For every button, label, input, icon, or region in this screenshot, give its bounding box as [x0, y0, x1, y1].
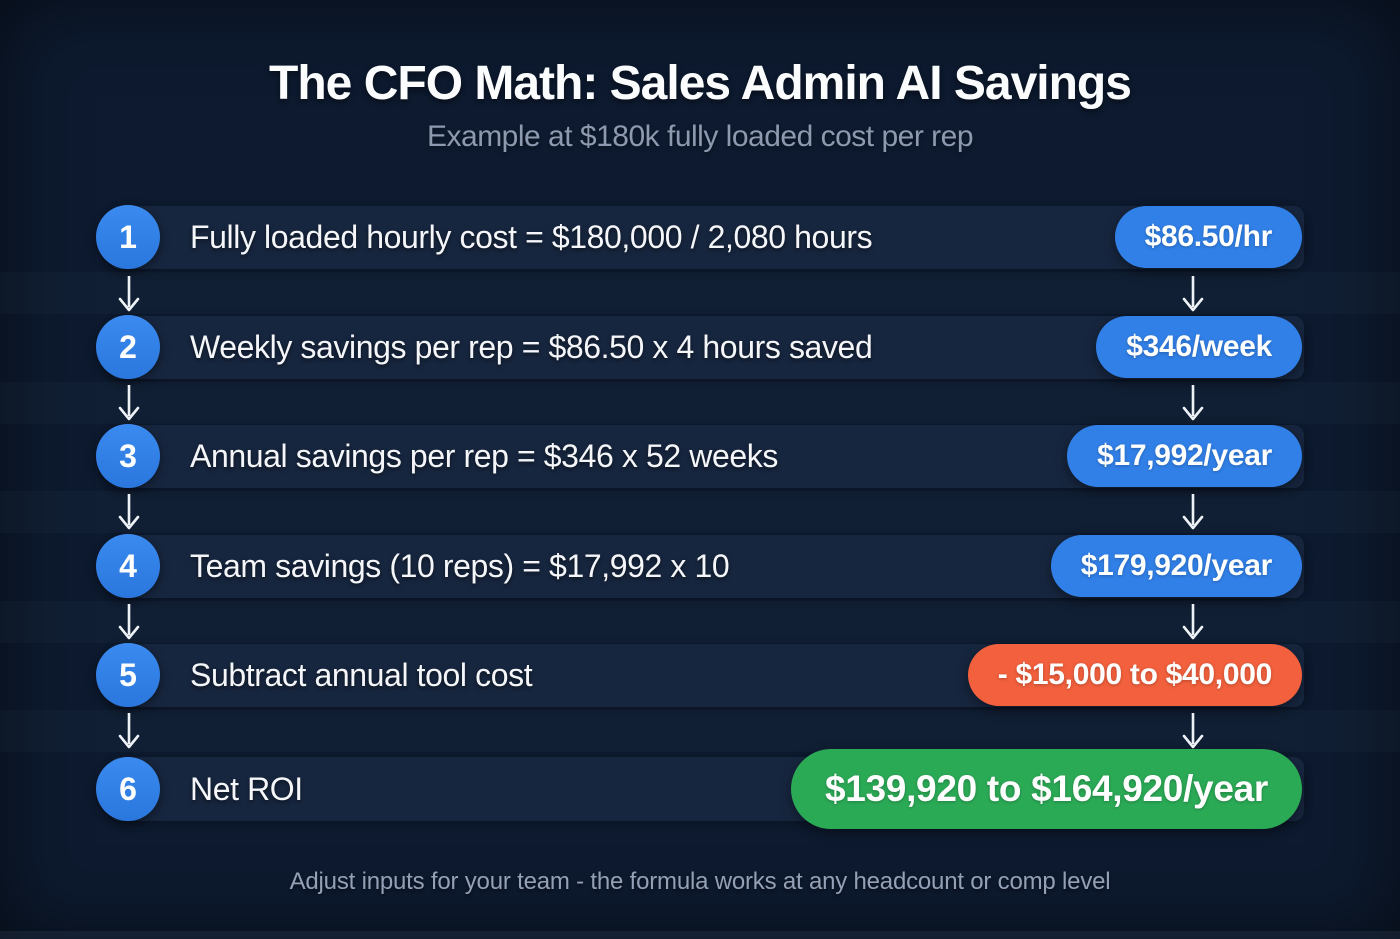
- step-number-badge: 5: [96, 643, 160, 707]
- step-row-1: 1 Fully loaded hourly cost = $180,000 / …: [0, 205, 1400, 269]
- step-number-badge: 3: [96, 424, 160, 488]
- footer-note: Adjust inputs for your team - the formul…: [289, 868, 1111, 895]
- down-arrow-icon: [1181, 712, 1205, 750]
- step-formula: Subtract annual tool cost: [190, 657, 533, 693]
- step-row-5: 5 Subtract annual tool cost - $15,000 to…: [0, 643, 1400, 707]
- down-arrow-icon: [1181, 384, 1205, 422]
- down-arrow-icon: [117, 275, 141, 313]
- step-formula: Team savings (10 reps) = $17,992 x 10: [190, 548, 730, 584]
- row-bar: [110, 206, 1304, 269]
- step-row-4: 4 Team savings (10 reps) = $17,992 x 10 …: [0, 534, 1400, 598]
- down-arrow-icon: [117, 493, 141, 531]
- step-number-badge: 2: [96, 315, 160, 379]
- step-formula: Net ROI: [190, 770, 303, 807]
- step-number-badge: 1: [96, 205, 160, 269]
- down-arrow-icon: [1181, 275, 1205, 313]
- step-row-3: 3 Annual savings per rep = $346 x 52 wee…: [0, 424, 1400, 488]
- step-number-badge: 4: [96, 534, 160, 598]
- step-number-badge: 6: [96, 757, 160, 821]
- page-title: The CFO Math: Sales Admin AI Savings: [269, 57, 1132, 110]
- step-row-6: 6 Net ROI $139,920 to $164,920/year: [0, 749, 1400, 829]
- step-row-2: 2 Weekly savings per rep = $86.50 x 4 ho…: [0, 315, 1400, 379]
- result-badge: $179,920/year: [1050, 535, 1302, 597]
- down-arrow-icon: [117, 384, 141, 422]
- result-badge: $86.50/hr: [1114, 206, 1302, 268]
- down-arrow-icon: [117, 603, 141, 641]
- result-badge: - $15,000 to $40,000: [967, 644, 1302, 706]
- page-subtitle: Example at $180k fully loaded cost per r…: [427, 120, 974, 153]
- step-formula: Weekly savings per rep = $86.50 x 4 hour…: [190, 329, 873, 365]
- down-arrow-icon: [117, 712, 141, 750]
- down-arrow-icon: [1181, 603, 1205, 641]
- step-formula: Fully loaded hourly cost = $180,000 / 2,…: [190, 219, 873, 255]
- result-badge: $139,920 to $164,920/year: [790, 749, 1302, 829]
- step-formula: Annual savings per rep = $346 x 52 weeks: [190, 438, 778, 474]
- result-badge: $346/week: [1096, 316, 1302, 378]
- down-arrow-icon: [1181, 493, 1205, 531]
- result-badge: $17,992/year: [1067, 425, 1302, 487]
